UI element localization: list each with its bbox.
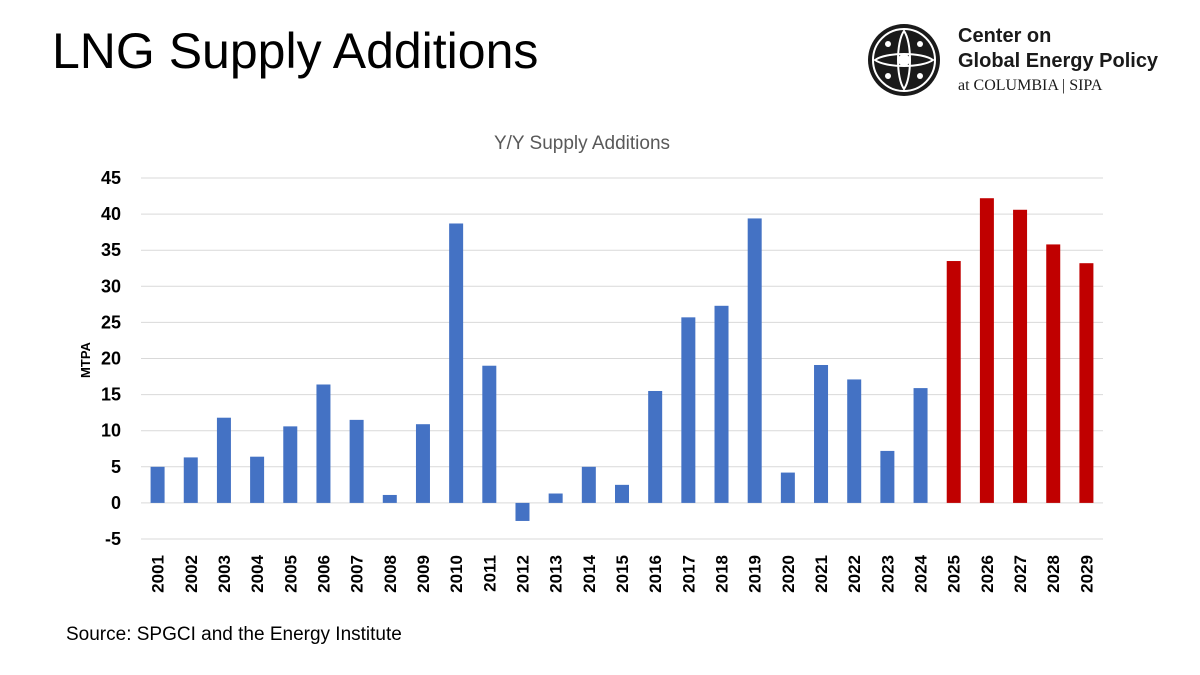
bar-2008 [382,494,397,503]
y-tick-label: 35 [101,240,121,260]
logo: Center on Global Energy Policy at COLUMB… [866,20,1176,100]
bar-2011 [482,365,497,503]
x-tick-label: 2005 [281,555,300,593]
x-tick-label: 2025 [945,555,964,593]
bar-2021 [814,364,829,503]
bar-2017 [681,317,696,503]
x-tick-labels: 2001 2002 2003 2004 2005 2006 2007 2008 2009 2010… [149,554,1097,592]
x-tick-label: 2026 [978,555,997,593]
x-tick-label: 2015 [613,555,632,593]
y-tick-label: 10 [101,421,121,441]
x-tick-label: 2004 [248,554,267,592]
x-tick-label: 2012 [513,555,532,593]
x-tick-label: 2016 [646,555,665,593]
bar-2005 [283,426,298,503]
bar-2022 [847,379,862,503]
bar-2001 [150,466,165,503]
bar-2006 [316,384,331,503]
bar-2002 [183,457,198,503]
x-tick-label: 2023 [878,555,897,593]
bar-chart: Y/Y Supply Additions MTPA 45403530252015… [78,133,1103,593]
x-tick-label: 2013 [547,555,566,593]
y-tick-labels: 45 40 35 30 25 20 15 10 5 0 -5 [101,168,121,549]
chart-title: Y/Y Supply Additions [494,133,670,154]
x-tick-label: 2024 [912,554,931,592]
bar-2019 [747,218,762,503]
y-tick-label: -5 [105,529,121,549]
bar-2029 [1079,263,1094,503]
logo-line-2: Global Energy Policy [958,50,1159,72]
y-tick-label: 30 [101,276,121,296]
bar-2009 [415,424,430,503]
bar-2015 [615,484,629,503]
y-axis-label: MTPA [78,341,93,377]
x-tick-label: 2011 [480,555,499,592]
bar-2003 [216,417,231,503]
x-tick-label: 2017 [679,555,698,593]
source-note: Source: SPGCI and the Energy Institute [66,624,402,645]
bar-2012 [515,502,530,521]
x-tick-label: 2029 [1077,555,1096,593]
x-tick-label: 2020 [779,555,798,593]
bar-2007 [349,419,364,503]
globe-seal-icon [868,24,940,96]
logo-line-3: at COLUMBIA | SIPA [958,77,1103,94]
y-tick-label: 20 [101,349,121,369]
x-tick-label: 2021 [812,555,831,593]
bar-2026 [979,198,994,503]
x-tick-label: 2003 [215,555,234,593]
y-tick-label: 5 [111,457,121,477]
x-tick-label: 2019 [746,555,765,593]
x-tick-label: 2028 [1044,555,1063,593]
bar-2025 [946,261,961,503]
x-tick-label: 2014 [580,554,599,592]
x-tick-label: 2018 [713,555,732,593]
bar-2014 [581,466,596,503]
x-tick-label: 2006 [314,555,333,593]
x-tick-label: 2009 [414,555,433,593]
bar-2004 [250,456,265,503]
x-tick-label: 2010 [447,555,466,593]
bars [150,198,1094,521]
page-title: LNG Supply Additions [52,23,539,79]
x-tick-label: 2007 [348,555,367,593]
y-tick-label: 15 [101,385,121,405]
bar-2013 [548,493,563,503]
y-tick-label: 25 [101,312,121,332]
logo-line-1: Center on [958,25,1052,47]
x-tick-label: 2008 [381,555,400,593]
x-tick-label: 2027 [1011,555,1030,593]
x-tick-label: 2001 [149,555,168,593]
x-tick-label: 2002 [182,555,201,593]
bar-2020 [780,472,795,503]
bar-2018 [714,305,729,503]
bar-2027 [1013,209,1028,503]
bar-2016 [648,390,663,503]
y-tick-label: 40 [101,204,121,224]
y-tick-label: 0 [111,493,121,513]
bar-2028 [1046,244,1061,503]
x-tick-label: 2022 [845,555,864,593]
bar-2024 [913,388,928,503]
y-tick-label: 45 [101,168,121,188]
bar-2023 [880,450,895,503]
bar-2010 [449,223,464,503]
